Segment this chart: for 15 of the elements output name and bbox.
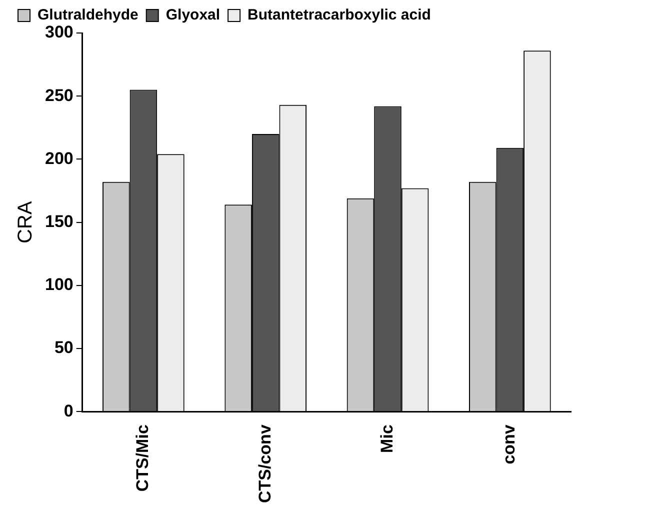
y-tick-label: 200 xyxy=(44,148,74,168)
x-tick-label: Mic xyxy=(377,424,396,453)
y-tick-label: 50 xyxy=(54,338,74,358)
x-tick-label: CTS/conv xyxy=(255,424,274,504)
legend-label: Glyoxal xyxy=(166,6,220,24)
x-tick-label: CTS/Mic xyxy=(133,424,152,492)
y-tick-label: 300 xyxy=(44,22,74,42)
y-tick-label: 0 xyxy=(64,401,74,420)
y-axis-title: CRA xyxy=(14,200,37,244)
y-tick-label: 150 xyxy=(44,212,74,231)
y-tick-label: 250 xyxy=(44,86,74,105)
legend-label: Butantetracarboxylic acid xyxy=(248,6,431,24)
legend-label: Glutraldehyde xyxy=(38,6,138,24)
x-tick-label: conv xyxy=(500,424,519,464)
y-tick-label: 100 xyxy=(44,275,74,294)
